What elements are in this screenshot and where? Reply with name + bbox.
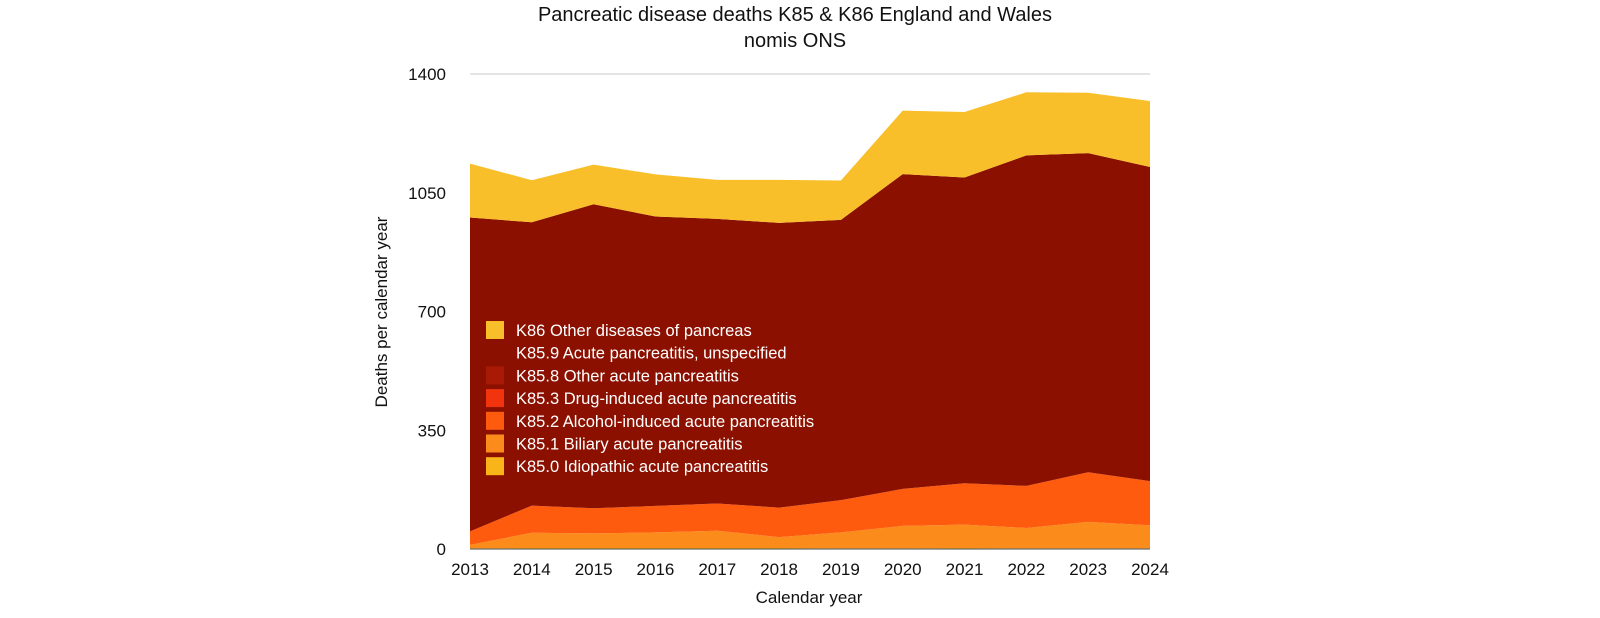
y-tick-label: 1050 xyxy=(408,184,446,203)
chart-subtitle: nomis ONS xyxy=(744,30,846,52)
y-tick-label: 0 xyxy=(437,540,446,559)
legend-swatch xyxy=(486,343,504,362)
legend-swatch xyxy=(486,457,504,476)
x-tick-label: 2013 xyxy=(451,560,489,579)
legend-swatch xyxy=(486,389,504,408)
legend-label: K86 Other diseases of pancreas xyxy=(516,322,752,340)
x-tick-label: 2020 xyxy=(884,560,922,579)
x-tick-label: 2021 xyxy=(946,560,984,579)
y-tick-label: 1400 xyxy=(408,65,446,84)
legend-swatch xyxy=(486,321,504,339)
x-tick-label: 2017 xyxy=(698,560,736,579)
x-tick-label: 2024 xyxy=(1131,560,1169,579)
legend-label: K85.1 Biliary acute pancreatitis xyxy=(516,436,743,454)
y-axis-title: Deaths per calendar year xyxy=(372,216,391,407)
x-tick-label: 2023 xyxy=(1069,560,1107,579)
legend: K86 Other diseases of pancreas K85.9 Acut… xyxy=(486,321,814,476)
x-tick-label: 2015 xyxy=(575,560,613,579)
area-series-6 xyxy=(470,92,1150,223)
legend-swatch xyxy=(486,366,504,385)
legend-label: K85.0 Idiopathic acute pancreatitis xyxy=(516,458,768,476)
area-series-5 xyxy=(470,153,1150,532)
area-series-2 xyxy=(470,472,1150,545)
legend-label: K85.8 Other acute pancreatitis xyxy=(516,367,739,385)
y-tick-label: 350 xyxy=(418,421,446,440)
legend-label: K85.3 Drug-induced acute pancreatitis xyxy=(516,390,797,408)
x-axis: 2013 2014 2015 2016 2017 2018 2019 2020 2021 2022… xyxy=(451,560,1169,579)
chart-title: Pancreatic disease deaths K85 & K86 Engl… xyxy=(538,4,1052,26)
area-series-1 xyxy=(470,521,1150,549)
legend-swatch xyxy=(486,411,504,430)
legend-label: K85.9 Acute pancreatitis, unspecified xyxy=(516,345,787,363)
x-tick-label: 2014 xyxy=(513,560,551,579)
y-tick-label: 700 xyxy=(418,303,446,322)
legend-label: K85.2 Alcohol-induced acute pancreatitis xyxy=(516,413,814,431)
x-axis-title: Calendar year xyxy=(756,588,863,607)
series-areas xyxy=(470,92,1150,549)
x-tick-label: 2019 xyxy=(822,560,860,579)
y-axis: 0 350 700 1050 1400 xyxy=(408,65,446,559)
legend-swatch xyxy=(486,434,504,453)
x-tick-label: 2022 xyxy=(1007,560,1045,579)
x-tick-label: 2016 xyxy=(637,560,675,579)
x-tick-label: 2018 xyxy=(760,560,798,579)
